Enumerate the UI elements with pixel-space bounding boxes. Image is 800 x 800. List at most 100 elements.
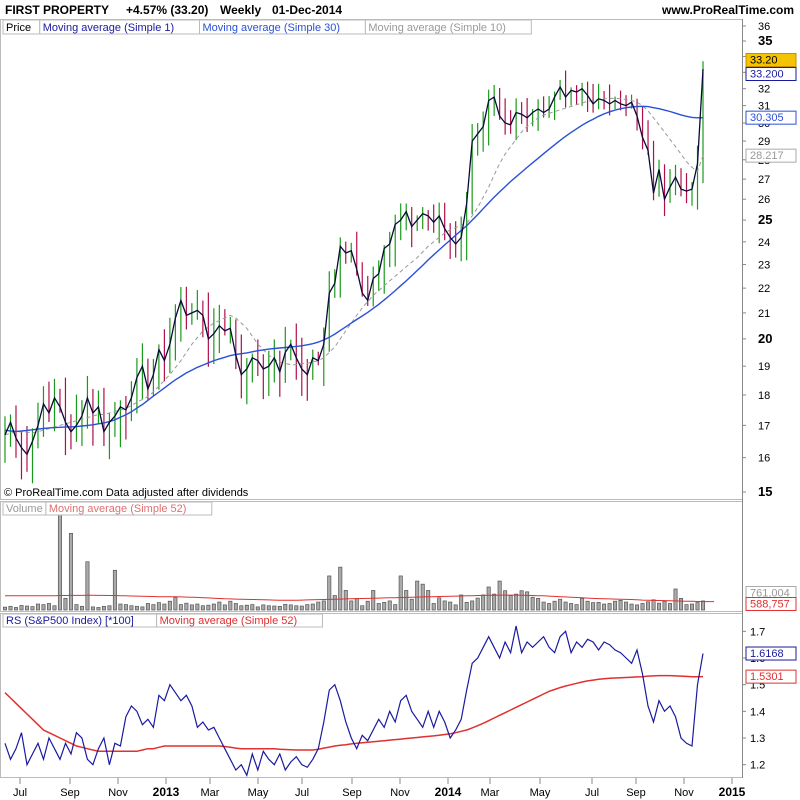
volume-legend-item: Volume	[6, 503, 43, 515]
volume-bar	[393, 604, 398, 611]
volume-bar	[448, 601, 453, 611]
volume-bar	[404, 590, 409, 611]
rs-tag-ma: 1.5301	[750, 671, 784, 683]
volume-bar	[266, 605, 271, 611]
volume-bar	[206, 604, 211, 611]
volume-bar	[57, 504, 62, 611]
rs-tag-rs: 1.6168	[750, 648, 784, 660]
volume-bar	[464, 601, 469, 611]
volume-bar	[558, 598, 563, 611]
volume-bar	[184, 602, 189, 611]
volume-bar	[519, 590, 524, 611]
volume-bar	[118, 603, 123, 611]
volume-bar	[305, 604, 310, 611]
volume-bar	[63, 598, 68, 611]
volume-bar	[52, 605, 57, 611]
price-y-tick-label: 32	[758, 84, 770, 96]
volume-bar	[376, 603, 381, 611]
price-y-tick-label: 35	[758, 33, 772, 48]
volume-bar	[46, 603, 51, 611]
volume-bar	[426, 590, 431, 611]
volume-bar	[486, 586, 491, 611]
volume-bar	[200, 605, 205, 611]
volume-tag-ma: 588,757	[750, 599, 790, 611]
volume-bar	[134, 605, 139, 611]
volume-bar	[151, 604, 156, 611]
volume-bar	[178, 604, 183, 611]
volume-bar	[651, 599, 656, 611]
volume-bar	[310, 603, 315, 611]
price-legend-item: Moving average (Simple 30)	[203, 22, 341, 34]
volume-bar	[30, 606, 35, 611]
rs-legend-item: RS (S&P500 Index) [*100]	[6, 615, 134, 627]
volume-bar	[618, 600, 623, 611]
x-axis-label: 2014	[435, 785, 462, 799]
price-y-tick-label: 29	[758, 136, 770, 148]
volume-bar	[640, 603, 645, 611]
volume-bar	[657, 602, 662, 611]
price-panel-frame	[0, 19, 743, 500]
volume-bar	[673, 588, 678, 611]
volume-bar	[90, 606, 95, 611]
rs-tag-ma-box	[745, 669, 797, 684]
volume-bar	[613, 600, 618, 611]
volume-bar	[140, 606, 145, 611]
volume-bar	[283, 603, 288, 611]
price-legend-item: Moving average (Simple 10)	[368, 22, 506, 34]
price-y-tick-label: 15	[758, 484, 772, 499]
volume-bar	[530, 596, 535, 611]
volume-bar	[228, 600, 233, 611]
volume-bar	[195, 603, 200, 611]
x-axis-label: Jul	[295, 787, 309, 799]
volume-bar	[574, 604, 579, 611]
volume-bar	[635, 604, 640, 611]
rs-legend-item: Moving average (Simple 52)	[160, 615, 298, 627]
volume-bar	[409, 598, 414, 611]
volume-bar	[277, 605, 282, 611]
volume-bar	[569, 603, 574, 611]
volume-bar	[563, 601, 568, 611]
price-legend-item: Moving average (Simple 1)	[43, 22, 174, 34]
price-y-tick-label: 22	[758, 283, 770, 295]
ma10-line	[4, 97, 704, 436]
volume-bar	[481, 594, 486, 611]
x-axis-label: Jul	[585, 787, 599, 799]
volume-bar	[459, 594, 464, 611]
chart-header: FIRST PROPERTY +4.57% (33.20) Weekly 01-…	[0, 0, 800, 19]
volume-bar	[547, 603, 552, 611]
volume-bar	[239, 605, 244, 611]
rs-tag-rs-box	[745, 646, 797, 661]
volume-bar	[79, 605, 84, 611]
price-y-tick-label: 19	[758, 361, 770, 373]
volume-bar	[250, 604, 255, 611]
volume-bar	[382, 601, 387, 611]
volume-bar	[35, 603, 40, 611]
period-label: Weekly	[220, 3, 262, 17]
volume-ma-line	[5, 594, 714, 603]
volume-bar	[580, 598, 585, 611]
rs-legend-box	[156, 613, 323, 628]
price-y-tick-label: 26	[758, 194, 770, 206]
volume-bar	[19, 605, 24, 611]
volume-bar	[470, 600, 475, 611]
volume-bar	[24, 605, 29, 611]
volume-tag-vol: 761,004	[750, 588, 790, 600]
x-axis-label: Sep	[60, 787, 80, 799]
x-axis-label: Sep	[626, 787, 646, 799]
volume-bar	[624, 601, 629, 611]
volume-bar	[211, 603, 216, 611]
price-tag-ma30-box	[745, 110, 797, 125]
volume-bar	[431, 603, 436, 611]
volume-bar	[129, 605, 134, 611]
volume-bar	[596, 601, 601, 611]
price-y-tick-label: 18	[758, 390, 770, 402]
x-axis-label: Nov	[390, 787, 410, 799]
x-axis-label: Jul	[13, 787, 27, 799]
price-y-tick-label: 31	[758, 101, 770, 113]
price-change: +4.57% (33.20)	[126, 3, 209, 17]
volume-bar	[437, 597, 442, 611]
volume-bar	[162, 603, 167, 611]
volume-bar	[690, 603, 695, 611]
volume-bar	[354, 598, 359, 611]
